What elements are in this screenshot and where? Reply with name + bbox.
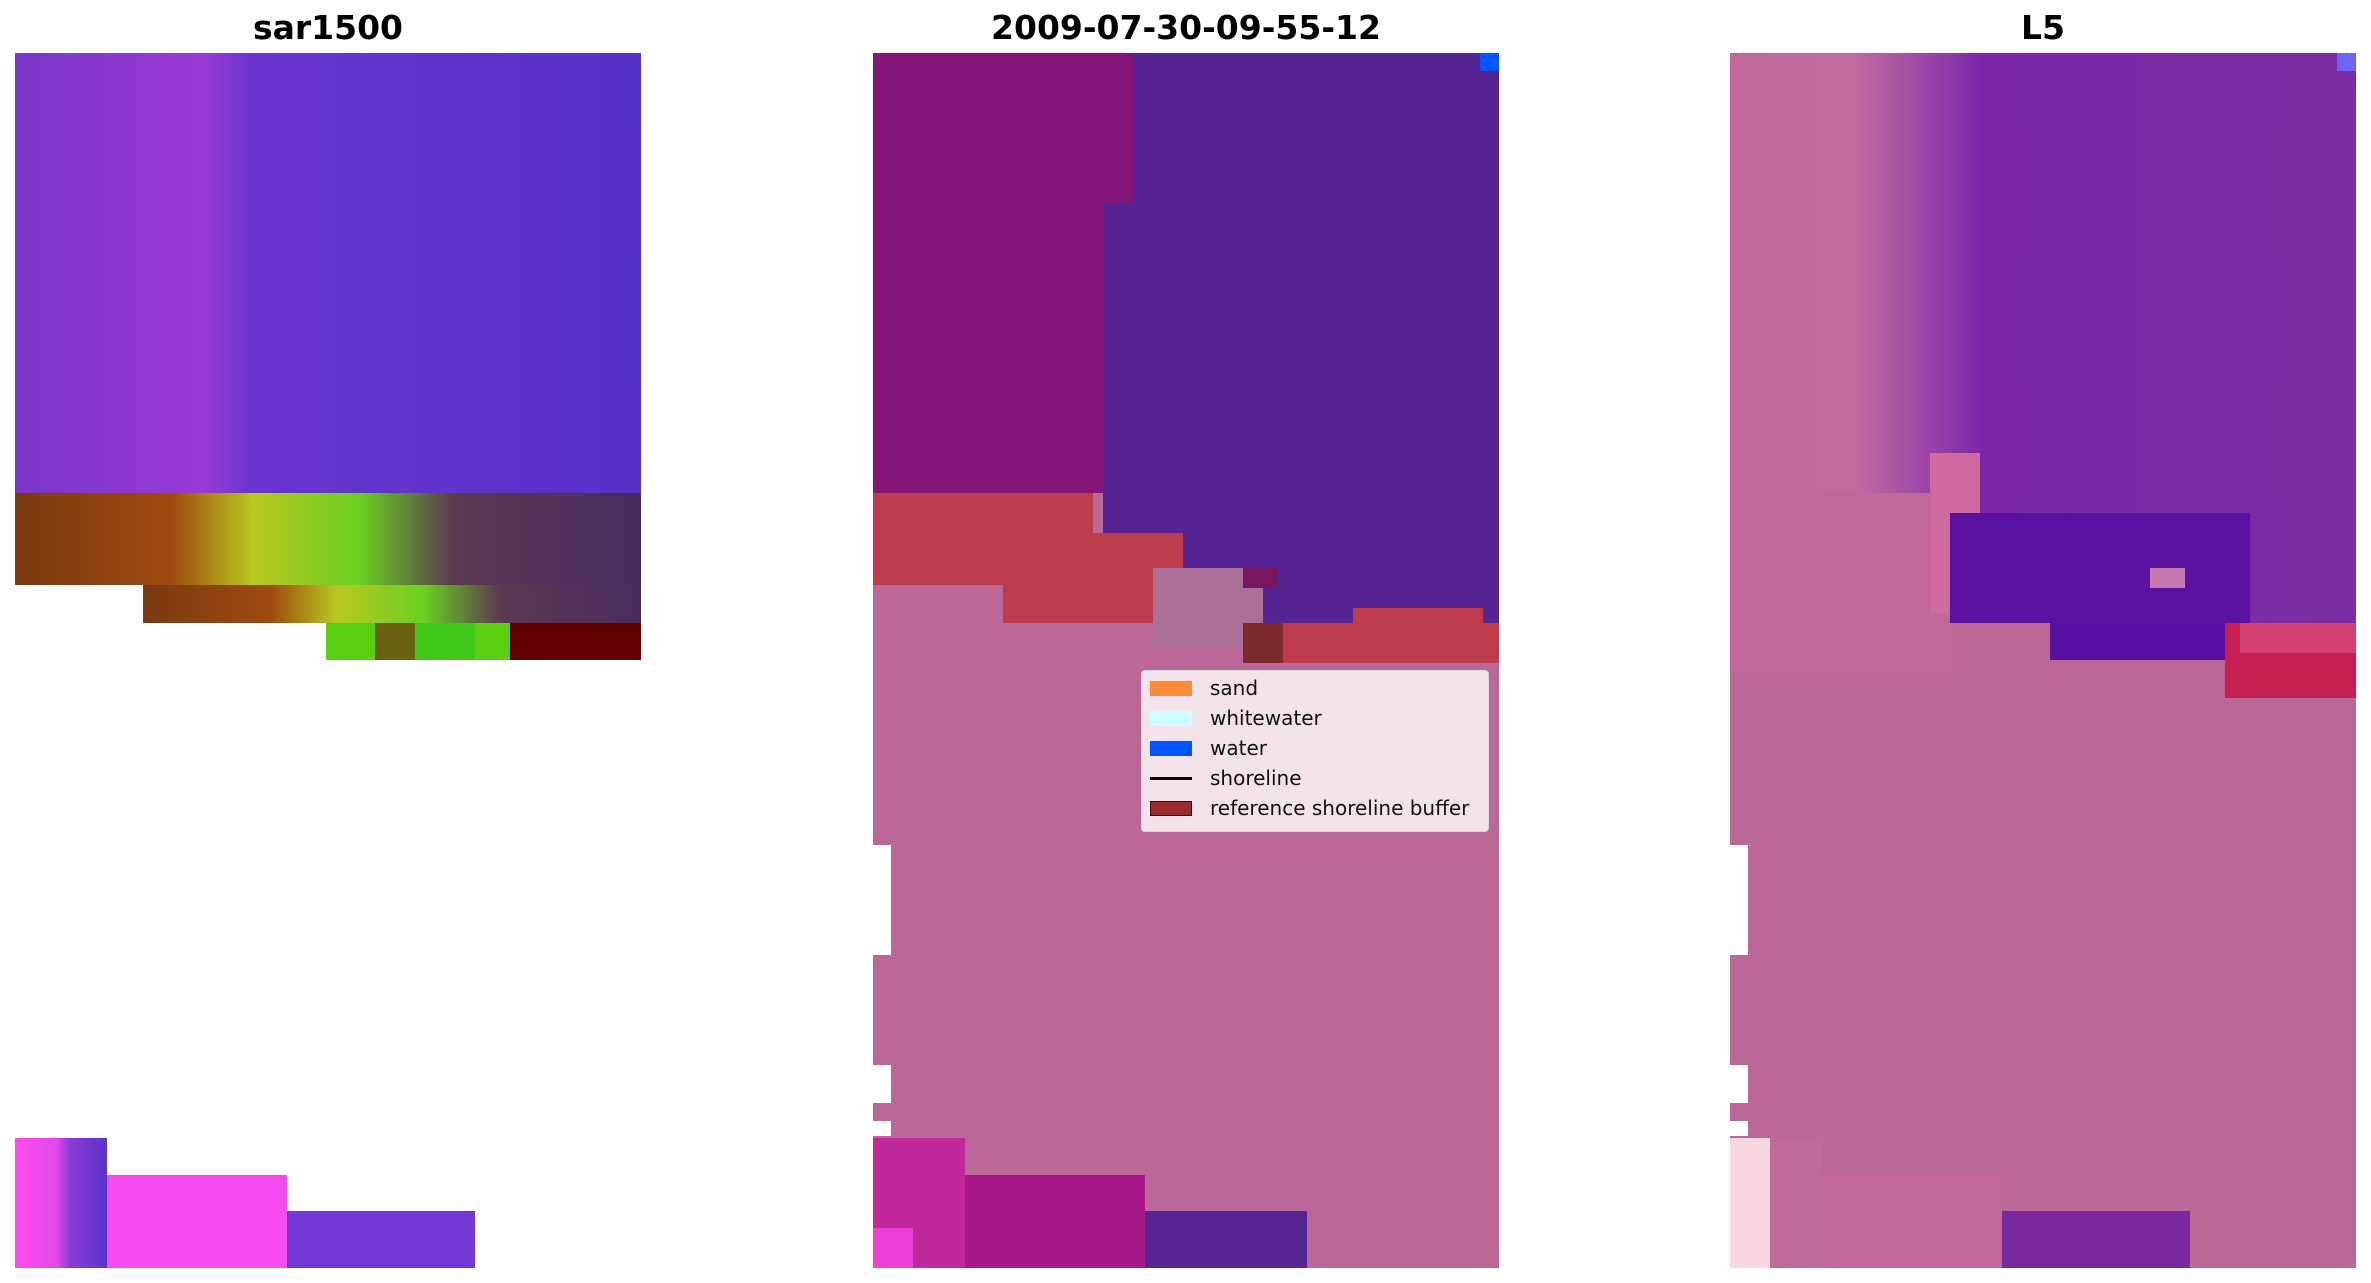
- legend-item-water: water: [1142, 735, 1488, 761]
- panel-title: sar1500: [252, 8, 404, 47]
- panel-title: 2009-07-30-09-55-12: [991, 8, 1381, 47]
- legend-label: shoreline: [1210, 766, 1302, 790]
- water-swatch-icon: [1150, 741, 1192, 756]
- rgb-satellite-image: [15, 53, 641, 1268]
- whitewater-swatch-icon: [1150, 711, 1192, 726]
- classified-image: [873, 53, 1499, 1268]
- legend-item-sand: sand: [1142, 675, 1488, 701]
- legend: sand whitewater water shoreline referenc…: [1141, 670, 1489, 832]
- legend-label: reference shoreline buffer: [1210, 796, 1470, 820]
- buffer-swatch-icon: [1150, 801, 1192, 816]
- legend-label: whitewater: [1210, 706, 1322, 730]
- panel-title: L5: [2021, 8, 2065, 47]
- legend-label: sand: [1210, 676, 1259, 700]
- sand-swatch-icon: [1150, 681, 1192, 696]
- shoreline-line-icon: [1150, 777, 1192, 780]
- buffer-image: [1730, 53, 2356, 1268]
- legend-item-shoreline: shoreline: [1142, 765, 1488, 791]
- legend-label: water: [1210, 736, 1267, 760]
- legend-item-reference-buffer: reference shoreline buffer: [1142, 795, 1488, 821]
- legend-item-whitewater: whitewater: [1142, 705, 1488, 731]
